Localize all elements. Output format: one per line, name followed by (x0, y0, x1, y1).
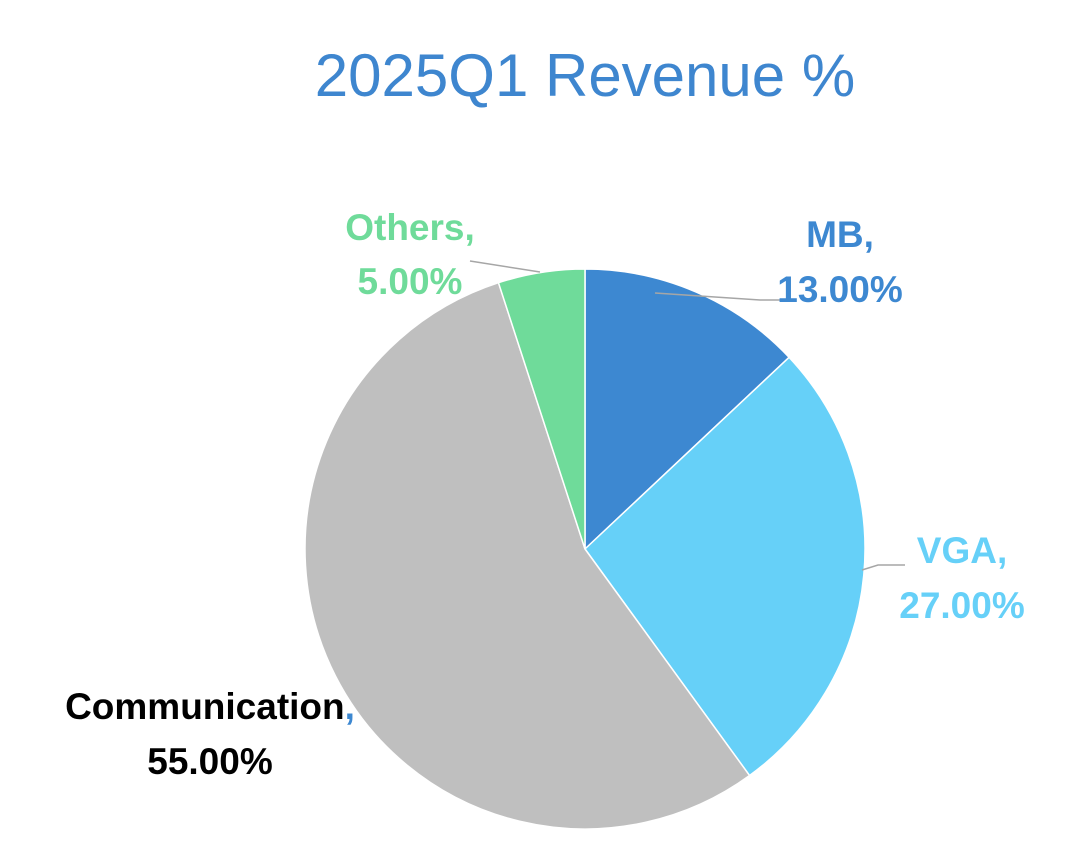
data-label-value-others: 5.00% (358, 261, 463, 302)
chart-title: 2025Q1 Revenue % (315, 42, 855, 109)
label-name-text: Communication (65, 686, 345, 727)
leader-line-others (469, 260, 541, 273)
leader-line-mb (654, 292, 790, 301)
pie-slice-vga (584, 356, 866, 777)
label-name-text: VGA, (917, 530, 1007, 571)
leader-line-vga (861, 564, 905, 571)
data-label-value-mb: 13.00% (777, 269, 903, 310)
pie-slice-others (497, 268, 586, 550)
label-name-text: Others, (345, 207, 475, 248)
data-label-name-others: Others, (345, 207, 475, 248)
data-label-value-vga: 27.00% (899, 585, 1025, 626)
leader-lines (469, 260, 905, 571)
data-label-name-communication: Communication, (65, 686, 355, 727)
label-comma: , (345, 686, 355, 727)
label-name-text: MB, (806, 214, 874, 255)
data-label-name-vga: VGA, (917, 530, 1007, 571)
pie-slices (304, 268, 866, 830)
pie-slice-mb (584, 268, 791, 551)
data-label-value-communication: 55.00% (147, 741, 273, 782)
data-labels: MB, 13.00% VGA, 27.00% Communication, 55.00% O… (65, 207, 1025, 782)
data-label-name-mb: MB, (806, 214, 874, 255)
pie-slice-communication (304, 281, 751, 830)
